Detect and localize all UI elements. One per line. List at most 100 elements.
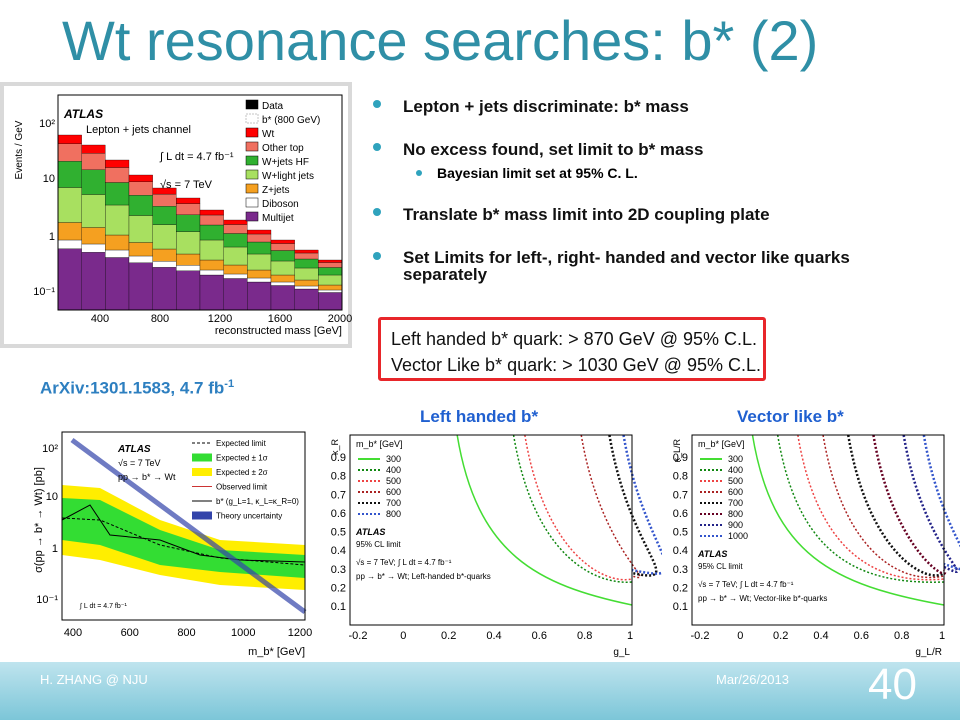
plot-caption: Left handed b*	[420, 407, 539, 426]
x-tick-label: 2000	[328, 313, 352, 325]
hist-layer	[270, 285, 295, 311]
hist-layer	[223, 224, 248, 234]
hist-layer	[270, 260, 295, 276]
y-tick-label: 0.7	[673, 489, 688, 501]
hist-layer	[270, 274, 295, 283]
hist-layer	[176, 214, 201, 232]
plot-text: ATLAS	[355, 527, 385, 537]
x-tick-label: 0.8	[894, 630, 909, 642]
x-tick-label: 0	[400, 630, 406, 642]
y-tick-label: 0.8	[673, 471, 688, 483]
plot-text: ∫ L dt = 4.7 fb⁻¹	[159, 151, 234, 163]
hist-layer	[199, 239, 224, 261]
hist-layer	[152, 261, 177, 268]
bullet-dot	[373, 208, 381, 216]
footer-date: Mar/26/2013	[716, 672, 789, 687]
x-tick-label: 1	[939, 630, 945, 642]
hist-layer	[152, 248, 177, 262]
hist-layer	[223, 233, 248, 248]
bullet-text: No excess found, set limit to b* mass	[403, 140, 704, 159]
hist-layer	[223, 264, 248, 275]
bullet-text: Lepton + jets discriminate: b* mass	[403, 97, 689, 116]
x-tick-label: -0.2	[691, 630, 710, 642]
hist-layer	[105, 159, 130, 168]
page-number: 40	[868, 660, 917, 709]
hist-layer	[57, 187, 82, 223]
y-tick-label: 0.8	[331, 471, 346, 483]
bullet-dot	[373, 252, 381, 260]
legend-label: 500	[728, 476, 743, 486]
hist-layer	[105, 234, 130, 251]
hist-layer	[81, 194, 106, 228]
y-tick-label: 0.9	[331, 452, 346, 464]
hist-layer	[152, 224, 177, 250]
plot-text: 95% CL limit	[356, 540, 401, 549]
theory-line	[70, 437, 307, 615]
limit-curve	[751, 434, 945, 606]
legend-label: Data	[262, 101, 284, 112]
x-tick-label: 1200	[288, 627, 312, 639]
bullet-dot	[373, 100, 381, 108]
hist-layer	[57, 134, 82, 144]
hist-layer	[294, 249, 319, 254]
limit-curve	[580, 434, 641, 579]
plot-text: 95% CL limit	[698, 562, 743, 571]
hist-layer	[81, 153, 106, 170]
legend-swatch	[192, 468, 212, 476]
x-tick-label: 400	[91, 313, 109, 325]
x-tick-label: 1600	[268, 313, 292, 325]
y-tick-label: 0.4	[331, 545, 346, 557]
hist-layer	[247, 229, 272, 235]
legend-label: Expected limit	[216, 439, 267, 448]
legend-swatch	[245, 113, 259, 124]
hist-layer	[152, 267, 177, 311]
plot-text: √s = 7 TeV; ∫ L dt = 4.7 fb⁻¹	[698, 580, 794, 589]
legend-swatch	[245, 155, 259, 166]
legend-swatch	[192, 453, 212, 462]
legend-title: m_b* [GeV]	[356, 439, 403, 449]
limit-curve	[524, 434, 633, 581]
hist-layer	[270, 239, 295, 244]
hist-layer	[270, 243, 295, 251]
limit-curve	[847, 434, 945, 577]
y-axis-label: σ(pp → b* → Wt) [pb]	[33, 467, 45, 573]
y-tick-label: 1	[52, 543, 58, 555]
legend-label: Expected ± 1σ	[216, 454, 268, 463]
x-tick-label: 0	[737, 630, 743, 642]
legend-label: Observed limit	[216, 483, 268, 492]
legend-swatch	[245, 169, 259, 180]
legend-label: W+light jets	[262, 171, 314, 182]
hist-layer	[81, 169, 106, 195]
hist-layer	[318, 289, 343, 293]
hist-layer	[128, 174, 153, 182]
plot-text: pp → b* → Wt	[118, 472, 176, 482]
y-tick-label: 0.7	[331, 489, 346, 501]
hist-layer	[128, 242, 153, 257]
limit-curve	[822, 434, 945, 579]
y-tick-label: 0.2	[673, 582, 688, 594]
hist-layer	[81, 227, 106, 245]
hist-layer	[176, 253, 201, 266]
limit-curve	[456, 434, 633, 606]
legend-label: Multijet	[262, 213, 294, 224]
x-tick-label: 0.2	[773, 630, 788, 642]
limit-curve	[776, 434, 945, 583]
hist-layer	[318, 274, 343, 286]
legend-label: b* (g_L=1, κ_L=κ_R=0)	[216, 497, 299, 506]
reference-text: ArXiv:1301.1583, 4.7 fb	[40, 378, 225, 398]
y-tick-label: 0.9	[673, 452, 688, 464]
limit-curve	[608, 434, 658, 577]
hist-layer	[105, 167, 130, 183]
legend-label: Expected ± 2σ	[216, 468, 268, 477]
legend-label: Other top	[262, 143, 304, 154]
reference-sup: -1	[224, 378, 235, 390]
legend-swatch	[192, 511, 212, 520]
x-axis-label: reconstructed mass [GeV]	[215, 325, 342, 337]
legend-label: W+jets HF	[262, 157, 309, 168]
plot-text: pp → b* → Wt; Vector-like b*-quarks	[698, 594, 827, 603]
legend-label: 400	[728, 465, 743, 475]
footer-band	[0, 662, 960, 720]
y-tick-label: 0.3	[673, 564, 688, 576]
